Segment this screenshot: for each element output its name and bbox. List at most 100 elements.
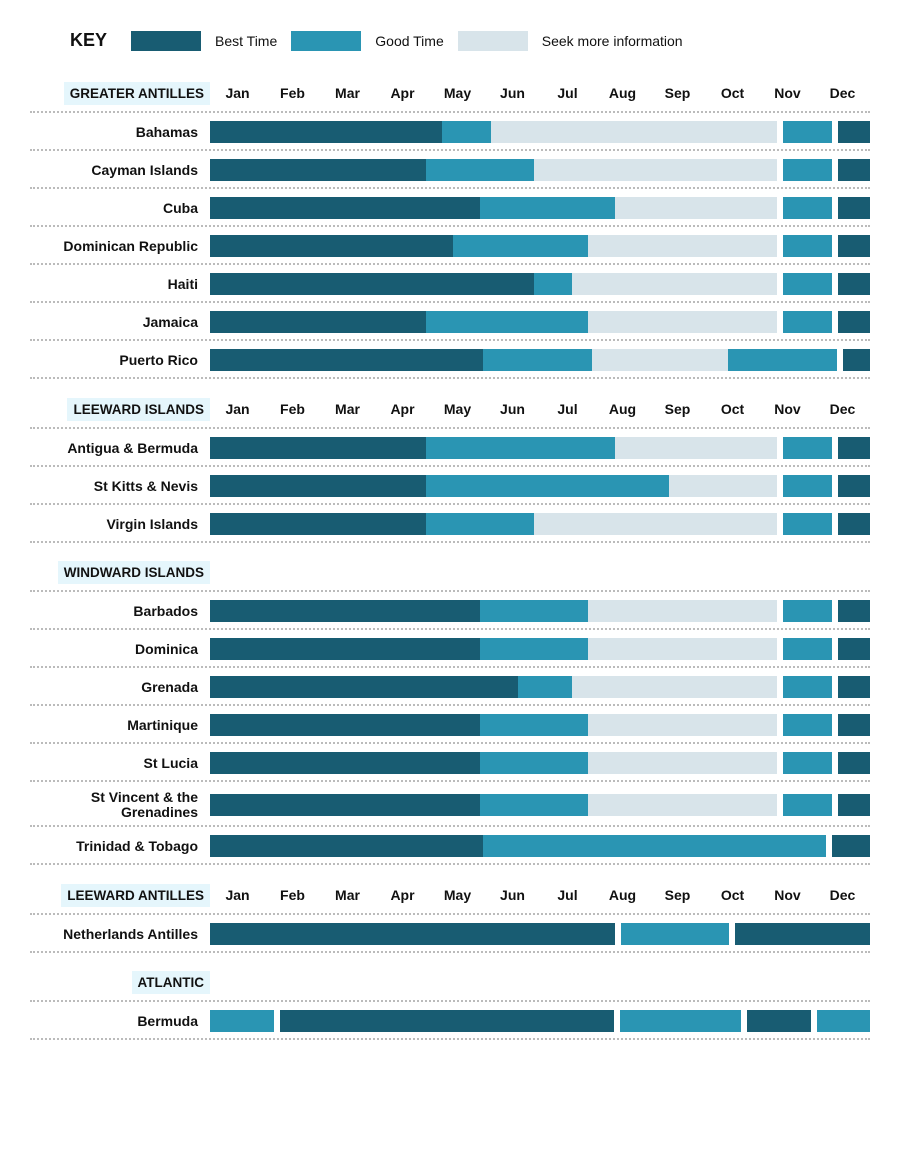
bar-segment-best <box>838 121 870 143</box>
region-title: WINDWARD ISLANDS <box>58 561 210 584</box>
bar-segment-best <box>280 1010 614 1032</box>
bar-segment-good <box>783 235 832 257</box>
bar-segment-best <box>838 752 870 774</box>
bar-track <box>210 600 870 622</box>
bar-track <box>210 752 870 774</box>
divider <box>30 590 870 592</box>
swatch-best <box>131 31 201 51</box>
bar-segment-good <box>426 475 669 497</box>
divider <box>30 503 870 505</box>
bar-segment-best <box>210 235 453 257</box>
divider <box>30 301 870 303</box>
bar-segment-best <box>210 714 480 736</box>
bar-segment-good <box>426 513 534 535</box>
bar-segment-good <box>480 714 588 736</box>
region-title: LEEWARD ISLANDS <box>67 398 210 421</box>
bar-segment-seek <box>588 311 777 333</box>
bar-segment-seek <box>588 714 777 736</box>
divider <box>30 951 870 953</box>
divider <box>30 1000 870 1002</box>
month-header: Sep <box>650 883 705 907</box>
row-label: Grenada <box>30 680 210 695</box>
bar-segment-good <box>783 121 832 143</box>
month-header: Oct <box>705 81 760 105</box>
month-header: Sep <box>650 397 705 421</box>
month-header: Nov <box>760 883 815 907</box>
bar-segment-seek <box>534 159 777 181</box>
bar-segment-good <box>783 159 832 181</box>
bar-track <box>210 1010 870 1032</box>
bar-segment-best <box>838 513 870 535</box>
bar-track <box>210 437 870 459</box>
bar-segment-best <box>838 600 870 622</box>
month-header: Nov <box>760 397 815 421</box>
divider <box>30 377 870 379</box>
row-label: Trinidad & Tobago <box>30 839 210 854</box>
divider <box>30 863 870 865</box>
bar-segment-good <box>480 197 615 219</box>
month-header: Jan <box>210 883 265 907</box>
divider <box>30 149 870 151</box>
region-title: GREATER ANTILLES <box>64 82 210 105</box>
bar-segment-good <box>621 923 729 945</box>
bar-segment-best <box>838 273 870 295</box>
bar-segment-best <box>210 159 426 181</box>
swatch-seek <box>458 31 528 51</box>
month-header: Feb <box>265 883 320 907</box>
month-header: Jun <box>485 397 540 421</box>
row-label: Haiti <box>30 277 210 292</box>
divider <box>30 225 870 227</box>
month-header: Sep <box>650 81 705 105</box>
bar-segment-good <box>480 794 588 816</box>
bar-segment-good <box>210 1010 274 1032</box>
month-header: Jul <box>540 883 595 907</box>
bar-segment-good <box>426 311 588 333</box>
divider <box>30 339 870 341</box>
divider <box>30 187 870 189</box>
bar-segment-good <box>453 235 588 257</box>
bar-segment-seek <box>592 349 728 371</box>
divider <box>30 465 870 467</box>
bar-track <box>210 311 870 333</box>
bar-track <box>210 159 870 181</box>
legend-item-seek: Seek more information <box>542 33 683 49</box>
month-header: May <box>430 883 485 907</box>
bar-segment-best <box>210 794 480 816</box>
bar-segment-best <box>832 835 870 857</box>
bar-segment-good <box>783 600 832 622</box>
row-label: Puerto Rico <box>30 353 210 368</box>
bar-track <box>210 197 870 219</box>
bar-segment-best <box>838 197 870 219</box>
bar-segment-best <box>838 676 870 698</box>
bar-segment-good <box>783 752 832 774</box>
row-label: Antigua & Bermuda <box>30 441 210 456</box>
divider <box>30 541 870 543</box>
month-header: Jan <box>210 81 265 105</box>
row-label: Bermuda <box>30 1014 210 1029</box>
bar-segment-best <box>210 752 480 774</box>
bar-segment-seek <box>534 513 777 535</box>
bar-track <box>210 121 870 143</box>
bar-segment-best <box>735 923 870 945</box>
month-header: Feb <box>265 397 320 421</box>
row-label: Martinique <box>30 718 210 733</box>
row-label: Dominica <box>30 642 210 657</box>
bar-segment-best <box>838 794 870 816</box>
region-title: LEEWARD ANTILLES <box>61 884 210 907</box>
bar-segment-good <box>783 794 832 816</box>
row-label: St Lucia <box>30 756 210 771</box>
bar-segment-best <box>210 349 483 371</box>
bar-segment-best <box>838 311 870 333</box>
bar-segment-seek <box>615 437 777 459</box>
bar-segment-seek <box>491 121 777 143</box>
month-header: May <box>430 81 485 105</box>
bar-segment-good <box>620 1010 742 1032</box>
bar-track <box>210 835 870 857</box>
bar-segment-seek <box>615 197 777 219</box>
divider <box>30 825 870 827</box>
region-title: ATLANTIC <box>132 971 211 994</box>
divider <box>30 742 870 744</box>
row-label: St Vincent & the Grenadines <box>30 790 210 819</box>
bar-segment-good <box>783 638 832 660</box>
bar-segment-seek <box>588 752 777 774</box>
